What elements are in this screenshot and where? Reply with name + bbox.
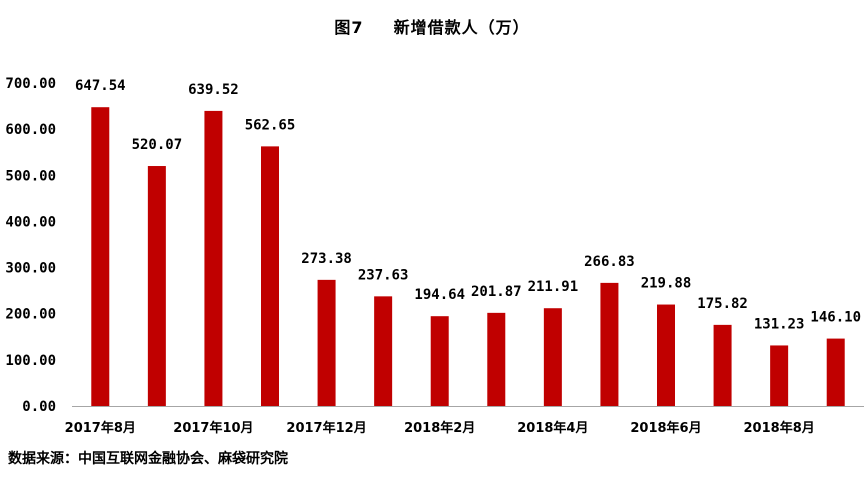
figure-label: 图7 (334, 18, 364, 37)
x-axis: 2017年8月 2017年10月 2017年12月 2018年2月 2018年4月 201… (65, 420, 815, 436)
y-tick-label: 500.00 (5, 168, 56, 184)
y-tick-label: 0.00 (22, 399, 56, 415)
x-tick-label: 2018年2月 (404, 420, 475, 436)
y-axis: 0.00 100.00 200.00 300.00 400.00 500.00 600.00… (5, 76, 56, 415)
data-labels: 647.54 520.07 639.52 562.65 273.38 237.63 194.… (75, 78, 861, 332)
bar (657, 304, 675, 406)
data-label: 639.52 (188, 82, 239, 98)
x-tick-label: 2017年8月 (65, 420, 136, 436)
data-label: 266.83 (584, 254, 635, 270)
data-label: 175.82 (697, 296, 748, 312)
bar (374, 296, 393, 406)
data-label: 131.23 (754, 316, 805, 332)
data-label: 237.63 (358, 267, 409, 283)
data-label: 520.07 (132, 137, 183, 153)
y-tick-label: 600.00 (5, 122, 56, 138)
data-label: 219.88 (641, 276, 692, 292)
title-text: 新增借款人（万） (393, 18, 530, 37)
chart-title: 图7 新增借款人（万） (0, 14, 864, 38)
y-tick-label: 400.00 (5, 214, 56, 230)
bar (430, 316, 449, 406)
data-label: 194.64 (414, 287, 465, 303)
x-tick-label: 2017年12月 (286, 420, 366, 436)
bar (600, 282, 619, 406)
source-note: 数据来源：中国互联网金融协会、麻袋研究院 (8, 451, 288, 467)
bar (204, 110, 223, 407)
data-label: 211.91 (528, 279, 579, 295)
bar (826, 338, 845, 406)
bar (317, 279, 336, 406)
data-label: 146.10 (810, 310, 861, 326)
x-tick-label: 2018年4月 (517, 420, 588, 436)
data-label: 562.65 (245, 117, 296, 133)
y-tick-label: 200.00 (5, 307, 56, 323)
y-tick-label: 100.00 (5, 353, 56, 369)
x-tick-label: 2018年6月 (630, 420, 701, 436)
bar (543, 308, 562, 406)
data-label: 647.54 (75, 78, 126, 94)
data-label: 201.87 (471, 284, 522, 300)
x-tick-label: 2017年10月 (173, 420, 253, 436)
y-tick-label: 700.00 (5, 76, 56, 92)
bar (713, 324, 732, 406)
bar (770, 345, 789, 406)
bar-series (91, 107, 845, 407)
data-label: 273.38 (301, 251, 352, 267)
bar (147, 166, 166, 406)
bar (261, 146, 279, 407)
bar (487, 312, 506, 406)
x-tick-label: 2018年8月 (744, 420, 815, 436)
y-tick-label: 300.00 (5, 261, 56, 277)
bar (91, 107, 110, 406)
